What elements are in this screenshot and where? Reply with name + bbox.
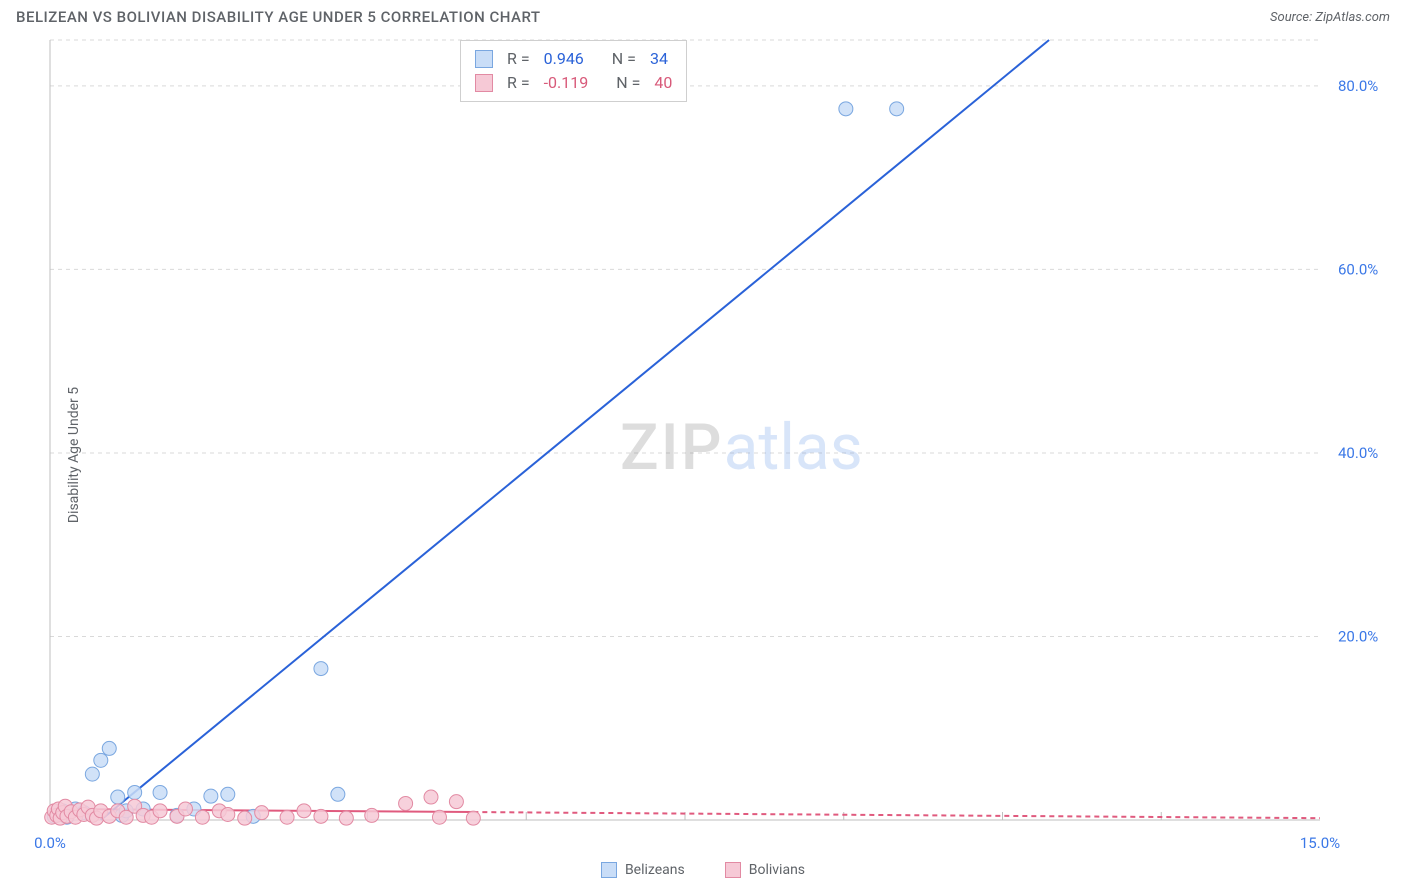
- svg-text:20.0%: 20.0%: [1338, 627, 1378, 645]
- svg-text:15.0%: 15.0%: [1300, 834, 1340, 852]
- stat-r-label: R =: [507, 71, 530, 95]
- stat-n-value: 40: [654, 71, 672, 95]
- legend-swatch: [725, 862, 741, 878]
- correlation-scatter-chart: 20.0% 40.0% 60.0% 80.0% 0.0% 15.0%: [0, 30, 1406, 880]
- stat-n-value: 34: [650, 47, 668, 71]
- svg-text:80.0%: 80.0%: [1338, 77, 1378, 95]
- stat-row: R = -0.119 N = 40: [475, 71, 672, 95]
- stat-r-value: 0.946: [544, 47, 584, 71]
- legend-swatch: [601, 862, 617, 878]
- correlation-stats-box: R = 0.946 N = 34 R = -0.119 N = 40: [460, 40, 687, 102]
- stat-r-value: -0.119: [544, 71, 589, 95]
- stat-swatch: [475, 74, 493, 92]
- legend-label: Belizeans: [625, 862, 685, 878]
- chart-container: Disability Age Under 5 20.0% 40.0% 60.0% 80…: [0, 30, 1406, 880]
- svg-text:60.0%: 60.0%: [1338, 260, 1378, 278]
- stat-n-label: N =: [612, 47, 636, 71]
- legend: Belizeans Bolivians: [0, 862, 1406, 878]
- stat-swatch: [475, 50, 493, 68]
- legend-item: Belizeans: [601, 862, 685, 878]
- legend-label: Bolivians: [749, 862, 805, 878]
- y-axis-label: Disability Age Under 5: [66, 387, 82, 523]
- stat-row: R = 0.946 N = 34: [475, 47, 672, 71]
- svg-text:0.0%: 0.0%: [34, 834, 66, 852]
- header: BELIZEAN VS BOLIVIAN DISABILITY AGE UNDE…: [0, 0, 1406, 30]
- svg-text:40.0%: 40.0%: [1338, 444, 1378, 462]
- stat-n-label: N =: [616, 71, 640, 95]
- source-attribution: Source: ZipAtlas.com: [1270, 10, 1390, 25]
- chart-title: BELIZEAN VS BOLIVIAN DISABILITY AGE UNDE…: [16, 8, 541, 26]
- legend-item: Bolivians: [725, 862, 805, 878]
- stat-r-label: R =: [507, 47, 530, 71]
